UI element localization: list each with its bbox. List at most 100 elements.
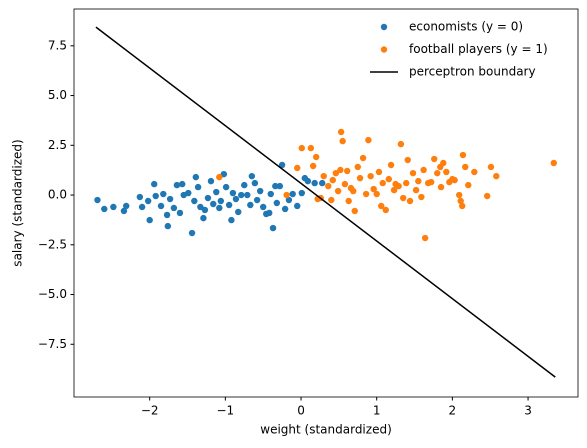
point: [173, 181, 181, 189]
legend-label: football players (y = 1): [409, 42, 548, 56]
point: [350, 187, 357, 195]
point: [359, 154, 367, 162]
y-tick-label: 7.5: [48, 38, 67, 52]
point: [409, 169, 417, 177]
point: [362, 190, 370, 198]
point: [395, 182, 402, 190]
y-tick-label: 0.0: [48, 188, 67, 202]
point: [339, 137, 346, 145]
point: [200, 214, 207, 222]
x-tick-label: −2: [141, 404, 159, 418]
point: [493, 172, 500, 180]
point: [483, 192, 491, 200]
point: [309, 162, 317, 170]
point: [220, 170, 228, 178]
y-tick-label: −5.0: [38, 287, 67, 301]
point: [163, 211, 171, 219]
point: [253, 196, 261, 204]
point: [176, 209, 184, 217]
point: [397, 140, 405, 148]
point: [412, 186, 420, 194]
legend-label: perceptron boundary: [409, 65, 536, 79]
point: [179, 180, 186, 188]
point: [329, 176, 337, 184]
point: [373, 190, 380, 198]
point: [192, 173, 200, 181]
point: [152, 192, 159, 200]
point: [247, 201, 254, 209]
point: [320, 172, 327, 180]
legend-box: [361, 12, 573, 88]
point: [278, 161, 286, 169]
point: [273, 199, 281, 207]
point: [459, 202, 466, 210]
point: [266, 209, 273, 217]
point: [160, 190, 167, 198]
point: [272, 182, 279, 190]
y-tick-label: −2.5: [38, 237, 67, 251]
point: [345, 197, 352, 205]
point: [235, 208, 242, 216]
point: [325, 182, 332, 190]
point: [146, 216, 153, 224]
y-tick-label: 5.0: [48, 88, 67, 102]
point: [385, 175, 393, 183]
point: [370, 185, 377, 193]
point: [550, 159, 557, 167]
point: [356, 174, 364, 182]
y-tick-label: −7.5: [38, 337, 67, 351]
point: [471, 168, 478, 176]
point: [191, 197, 198, 205]
point: [337, 166, 344, 174]
point: [101, 205, 108, 213]
point: [437, 183, 445, 191]
axes-frame: [73, 8, 579, 398]
point: [232, 195, 240, 203]
point: [418, 193, 425, 201]
point: [379, 179, 386, 187]
point: [229, 189, 237, 197]
point: [123, 202, 130, 210]
point: [334, 187, 342, 195]
point: [375, 168, 383, 176]
point: [341, 180, 349, 188]
point: [194, 183, 202, 191]
point: [185, 189, 192, 197]
point: [267, 190, 274, 198]
point: [457, 197, 464, 205]
point: [427, 178, 435, 186]
x-tick-label: 0: [297, 404, 305, 418]
x-tick-label: 2: [449, 404, 457, 418]
point: [283, 191, 290, 199]
point: [451, 176, 458, 184]
point: [487, 163, 495, 171]
point: [289, 190, 296, 198]
point: [213, 188, 220, 196]
point: [420, 166, 427, 174]
point: [188, 229, 196, 237]
line: [95, 26, 556, 378]
point: [387, 161, 395, 169]
point: [465, 181, 472, 189]
point: [251, 179, 259, 187]
point: [276, 182, 284, 190]
legend-swatch: [380, 46, 388, 53]
point: [294, 202, 301, 210]
point: [328, 196, 335, 204]
point: [367, 172, 374, 180]
point: [351, 207, 358, 215]
point: [294, 164, 301, 172]
point: [138, 203, 146, 211]
point: [307, 144, 315, 152]
point: [144, 197, 152, 205]
point: [415, 177, 422, 185]
point: [238, 191, 245, 199]
x-tick-label: −1: [216, 404, 234, 418]
point: [421, 234, 429, 242]
point: [434, 169, 441, 177]
y-tick-label: 2.5: [48, 138, 67, 152]
point: [298, 144, 305, 152]
point: [459, 151, 467, 159]
x-tick-label: 3: [524, 404, 532, 418]
